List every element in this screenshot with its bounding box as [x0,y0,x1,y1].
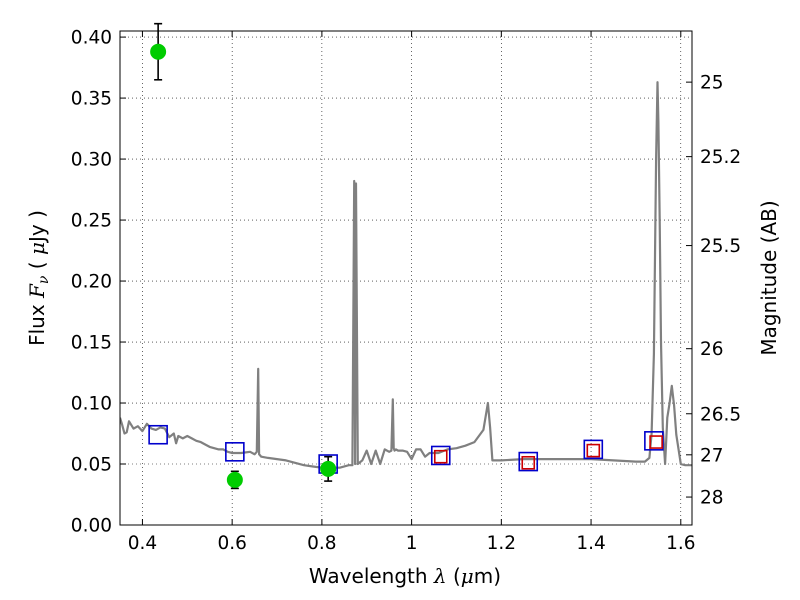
x-tick-label: 1.4 [576,533,605,554]
y-tick-label: 0.20 [71,272,112,293]
y-axis-title: Flux Fν ( μJy ) [25,210,52,346]
axes: 0.4 0.6 0.8 1 1.2 1.4 1.6 0.00 0.05 0.10 0.15 0.20 0… [71,28,741,554]
y-tick-label: 0.00 [71,516,112,537]
y-tick-label: 0.40 [71,28,112,49]
green-data-point [320,460,337,477]
y-tick-label: 0.30 [71,150,112,171]
x-tick-label: 0.6 [217,533,246,554]
y2-axis-title: Magnitude (AB) [757,200,781,355]
blue-square-marker [148,424,168,445]
y-tick-label: 0.15 [71,333,112,354]
red-square-marker [649,435,663,449]
green-data-point [226,471,243,488]
y2-tick-label: 25.2 [700,147,741,168]
spectrum-line [120,81,692,469]
y-tick-label: 0.05 [71,455,112,476]
y-tick-label: 0.10 [71,394,112,415]
x-axis-title: Wavelength λ (μm) [309,564,501,588]
y2-tick-label: 26 [700,339,724,360]
red-square-marker [521,455,536,470]
y-tick-label: 0.35 [71,89,112,110]
gridlines [120,31,692,525]
red-square-marker [433,449,448,464]
y2-tick-label: 25.5 [700,236,741,257]
y2-tick-label: 28 [700,488,724,509]
x-tick-label: 1.6 [666,533,695,554]
x-tick-label: 1 [406,533,418,554]
plot-frame [119,30,693,526]
y-tick-label: 0.25 [71,211,112,232]
blue-square-marker [518,451,539,472]
green-data-point [150,43,167,60]
blue-square-marker [225,442,245,462]
x-tick-label: 1.2 [487,533,516,554]
blue-square-marker [583,439,604,460]
blue-square-marker [644,431,664,451]
y2-tick-label: 26.5 [700,404,741,425]
x-tick-label: 0.4 [128,533,157,554]
blue-square-marker [430,445,451,466]
y2-tick-label: 25 [700,73,724,94]
series-layer [120,22,692,490]
y2-tick-label: 27 [700,445,724,466]
red-square-marker [586,443,601,458]
x-tick-label: 0.8 [307,533,336,554]
